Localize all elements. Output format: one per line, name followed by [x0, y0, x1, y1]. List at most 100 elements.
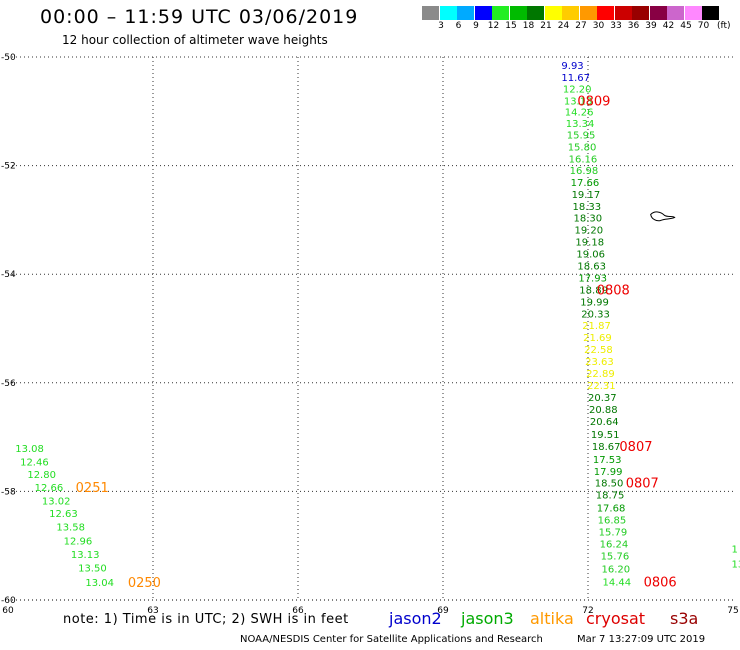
wave-height-value: 13.02	[42, 497, 71, 508]
wave-height-value: 17.53	[593, 455, 622, 466]
wave-height-value: 22.89	[586, 369, 615, 380]
wave-height-value: 18.33	[573, 202, 602, 213]
legend-label: 39	[645, 21, 657, 31]
legend-swatch	[684, 6, 702, 20]
wave-height-value: 12.80	[27, 470, 56, 481]
wave-height-value: 13.13	[71, 550, 100, 561]
satellite-s3a: s3a	[670, 609, 699, 628]
wave-height-value: 20.64	[590, 417, 619, 428]
credit-text: NOAA/NESDIS Center for Satellite Applica…	[240, 634, 543, 645]
legend-swatch	[544, 6, 562, 20]
wave-height-value: 11.67	[561, 73, 590, 84]
wave-height-value: 12.63	[49, 509, 78, 520]
legend-swatch	[579, 6, 597, 20]
wave-height-value: 15.79	[599, 528, 628, 539]
wave-height-value: 14.44	[603, 578, 632, 589]
legend-swatch	[614, 6, 632, 20]
latitude-tick-label: -52	[1, 162, 16, 172]
wave-height-value: 16.20	[602, 565, 631, 576]
legend-label: 12	[487, 21, 500, 31]
legend-swatch	[649, 6, 667, 20]
satellite-jason2: jason2	[389, 609, 442, 628]
wave-height-value: 16.85	[598, 516, 627, 527]
longitude-tick-label: 75	[727, 606, 738, 616]
wave-height-value: 13	[732, 560, 740, 571]
wave-height-value: 15.95	[567, 131, 596, 142]
longitude-tick-label: 72	[582, 606, 593, 616]
wave-height-value: 17.99	[594, 467, 623, 478]
legend-label: 36	[627, 21, 640, 31]
wave-height-value: 1	[732, 544, 738, 555]
wave-height-value: 17.68	[597, 504, 626, 515]
observation-time-label: 0808	[597, 283, 630, 298]
wave-height-value: 22.58	[584, 345, 613, 356]
units-note: note: 1) Time is in UTC; 2) SWH is in fe…	[63, 612, 349, 627]
wave-height-value: 20.37	[588, 393, 617, 404]
wave-height-value: 13.04	[85, 578, 114, 589]
wave-height-value: 19.17	[572, 190, 601, 201]
wave-height-value: 15.80	[568, 143, 597, 154]
wave-height-value: 18.50	[595, 479, 624, 490]
wave-height-value: 15.76	[601, 551, 630, 562]
wave-height-value: 19.06	[576, 250, 605, 261]
legend-label: 3	[438, 21, 444, 31]
map-subtitle: 12 hour collection of altimeter wave hei…	[62, 33, 328, 47]
legend-swatch	[702, 6, 719, 20]
wave-height-value: 20.88	[589, 405, 618, 416]
legend-label: 30	[592, 21, 605, 31]
legend-label: 33	[610, 21, 622, 31]
wave-height-value: 19.20	[574, 226, 603, 237]
legend-swatch	[422, 6, 439, 20]
latitude-tick-label: -54	[1, 270, 16, 280]
legend-swatch	[439, 6, 457, 20]
wave-height-value: 9.93	[561, 61, 583, 72]
legend-swatch	[632, 6, 649, 20]
legend-label: 42	[662, 21, 675, 31]
satellite-jason3: jason3	[461, 609, 514, 628]
wave-height-value: 19.51	[591, 430, 620, 441]
wave-height-value: 12.46	[20, 458, 49, 469]
observation-time-label: 0251	[76, 481, 109, 496]
satellite-altika: altika	[530, 609, 574, 628]
legend-swatch	[667, 6, 684, 20]
wave-height-value: 13.50	[78, 563, 107, 574]
observation-time-label: 0250	[128, 576, 161, 591]
wave-height-value: 13.13	[564, 96, 593, 107]
latitude-tick-label: -58	[1, 487, 16, 497]
legend-label: 15	[505, 21, 517, 31]
wave-height-value: 18.30	[574, 214, 603, 225]
wave-height-value: 23.63	[585, 357, 614, 368]
legend-label: 27	[575, 21, 587, 31]
wave-height-value: 18.75	[596, 491, 625, 502]
legend-label: 45	[680, 21, 692, 31]
generated-timestamp: Mar 7 13:27:09 UTC 2019	[577, 634, 706, 645]
map-title: 00:00 – 11:59 UTC 03/06/2019	[40, 6, 359, 28]
longitude-tick-label: 60	[2, 606, 14, 616]
legend-label: 18	[522, 21, 535, 31]
legend-swatch	[474, 6, 492, 20]
wave-height-value: 17.66	[571, 178, 600, 189]
legend-swatch	[509, 6, 527, 20]
legend-label: 6	[455, 21, 462, 31]
wave-height-value: 12.96	[64, 536, 93, 547]
wave-height-value: 14.26	[565, 107, 594, 118]
legend-label: 70	[697, 21, 710, 31]
wave-height-value: 18.63	[577, 262, 606, 273]
wave-height-value: 20.33	[581, 309, 610, 320]
observation-time-label: 0809	[577, 94, 610, 109]
island-outline	[650, 211, 676, 222]
legend-label: 21	[540, 21, 552, 31]
wave-height-value: 13.08	[15, 444, 44, 455]
legend-swatch	[457, 6, 474, 20]
wave-height-value: 18.67	[592, 442, 621, 453]
longitude-tick-label: 66	[292, 606, 304, 616]
wave-height-value: 16.16	[569, 155, 598, 166]
wave-height-value: 17.93	[578, 273, 607, 284]
latitude-tick-label: -50	[1, 53, 16, 63]
wave-height-value: 16.24	[600, 540, 629, 551]
wave-height-value: 19.18	[575, 238, 604, 249]
legend-label: 24	[557, 21, 570, 31]
observation-time-label: 0807	[619, 440, 652, 455]
